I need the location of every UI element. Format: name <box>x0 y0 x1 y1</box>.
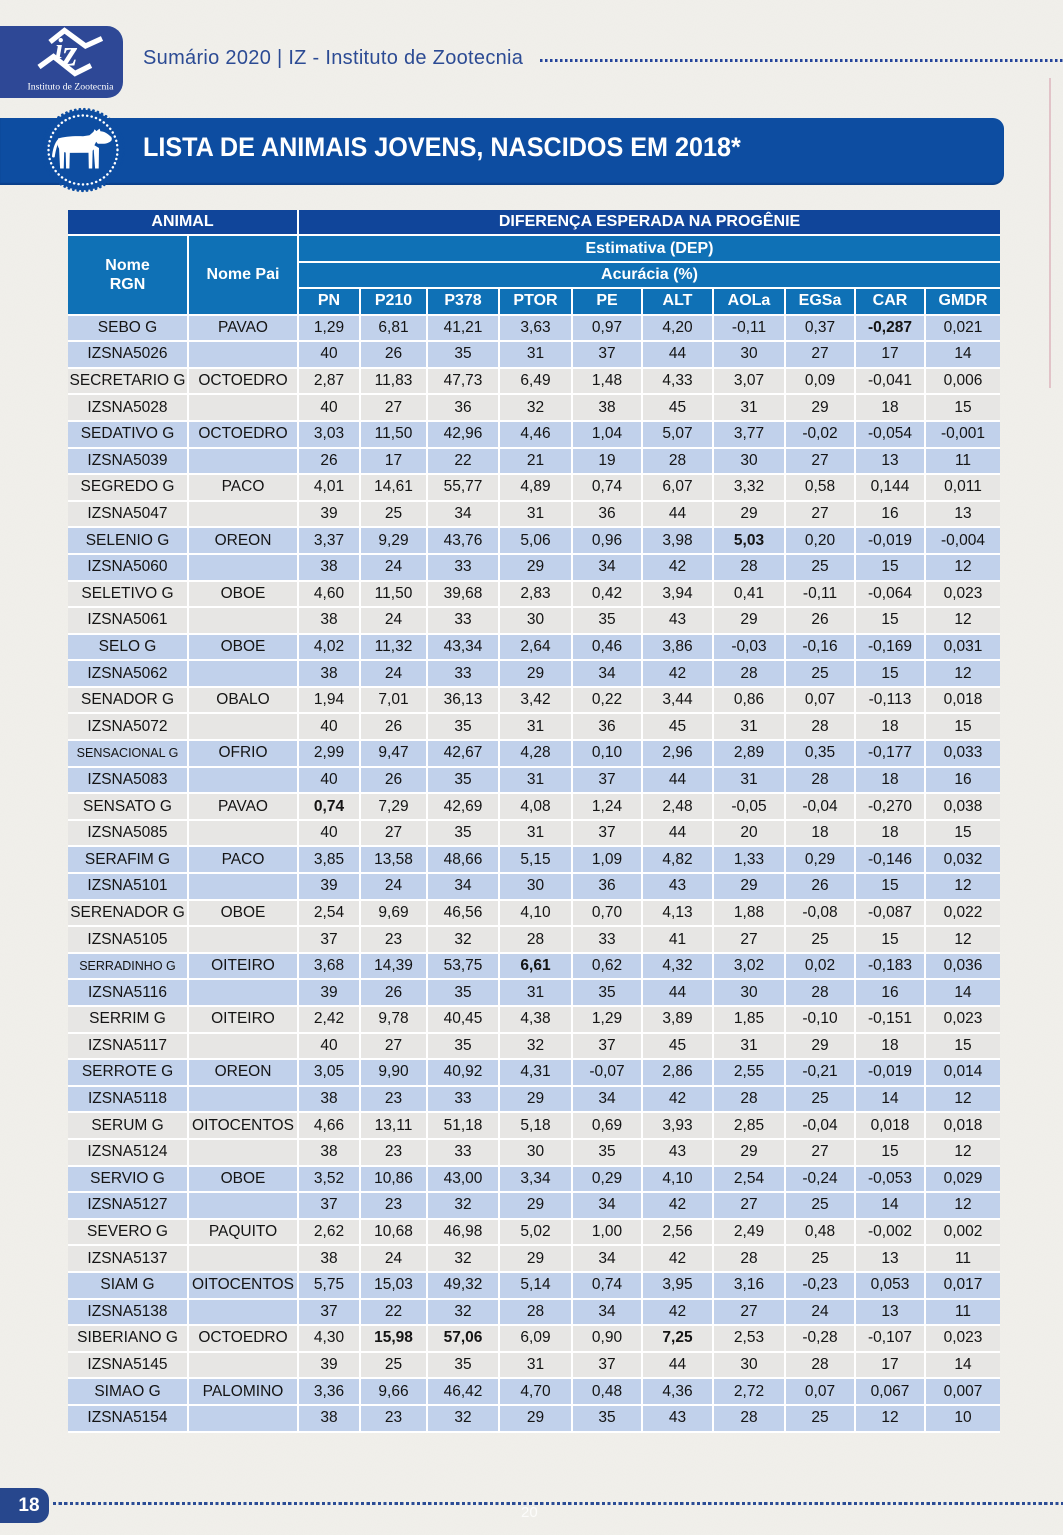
svg-text:Instituto de Zootecnia: Instituto de Zootecnia <box>28 82 115 93</box>
svg-text:i: i <box>55 33 63 65</box>
svg-text:z: z <box>61 33 78 75</box>
